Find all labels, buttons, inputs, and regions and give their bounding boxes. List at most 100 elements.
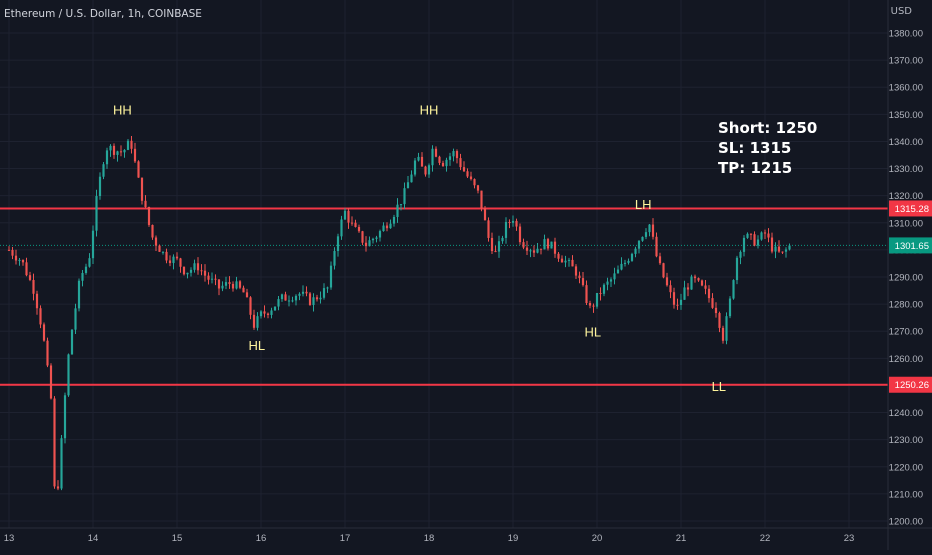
price-tick-label: 1220.00 xyxy=(889,462,923,473)
date-tick-label: 22 xyxy=(760,533,771,544)
candle-body xyxy=(490,237,494,252)
candle-body xyxy=(378,231,382,238)
candle-body xyxy=(585,285,588,304)
candle-body xyxy=(410,174,413,183)
candle-body xyxy=(49,365,53,399)
candle-body xyxy=(294,295,298,301)
candle-body xyxy=(319,297,322,300)
candle-body xyxy=(361,231,364,243)
candle-body xyxy=(672,292,676,305)
candle-body xyxy=(287,300,291,302)
candle-body xyxy=(707,288,711,299)
candle-body xyxy=(298,293,301,296)
price-tick-label: 1280.00 xyxy=(889,300,923,311)
candle-body xyxy=(242,287,245,293)
candle-body xyxy=(235,281,238,289)
candle-body xyxy=(704,285,707,289)
candle-body xyxy=(228,282,231,284)
candle-body xyxy=(364,242,368,247)
price-tick-label: 1290.00 xyxy=(889,273,923,284)
candle-body xyxy=(144,200,147,207)
candle-body xyxy=(189,269,193,273)
candle-body xyxy=(56,486,60,489)
candle-body xyxy=(147,206,151,225)
candle-body xyxy=(749,233,753,235)
candle-body xyxy=(60,438,63,489)
candle-body xyxy=(697,278,700,281)
price-tick-label: 1320.00 xyxy=(889,191,923,202)
price-axis: 1200.00 1210.00 1220.00 1230.00 1240.00 1250.… xyxy=(887,0,932,550)
candle-body xyxy=(284,294,287,301)
candle-body xyxy=(613,273,616,280)
take-profit-text: TP: 1215 xyxy=(718,159,793,177)
candle-body xyxy=(270,310,273,315)
date-tick-label: 16 xyxy=(256,533,267,544)
candle-body xyxy=(343,210,347,220)
candle-body xyxy=(599,292,602,294)
candle-body xyxy=(375,237,378,239)
candle-body xyxy=(389,223,392,229)
candle-body xyxy=(347,210,350,223)
candle-body xyxy=(774,246,777,252)
candle-body xyxy=(21,259,25,263)
candle-body xyxy=(263,311,266,314)
candle-body xyxy=(179,258,182,267)
candle-body xyxy=(11,249,14,256)
candle-body xyxy=(469,176,473,180)
currency-label: USD xyxy=(890,6,912,17)
candle-body xyxy=(238,281,242,288)
candle-body xyxy=(735,257,739,281)
candle-body xyxy=(392,217,396,224)
candle-body xyxy=(557,253,560,259)
candle-body xyxy=(165,251,168,261)
candle-body xyxy=(357,226,361,232)
price-tick-label: 1210.00 xyxy=(889,489,923,500)
candle-body xyxy=(728,298,732,317)
candle-body xyxy=(655,236,658,257)
key-level-label: 1250.26 xyxy=(895,380,929,391)
candle-body xyxy=(462,167,466,172)
candle-body xyxy=(581,278,585,286)
candle-body xyxy=(385,225,389,229)
candle-body xyxy=(399,204,403,206)
price-tick-label: 1340.00 xyxy=(889,137,923,148)
candle-body xyxy=(571,259,574,267)
candle-body xyxy=(403,188,406,205)
candle-body xyxy=(595,292,599,307)
candle-body xyxy=(333,250,336,266)
candle-body xyxy=(133,148,137,162)
candle-body xyxy=(473,179,476,186)
candle-body xyxy=(518,226,522,243)
candle-body xyxy=(35,293,39,309)
candle-body xyxy=(196,263,200,271)
candle-body xyxy=(721,327,725,341)
price-tick-label: 1370.00 xyxy=(889,56,923,67)
candle-body xyxy=(280,294,284,300)
candle-body xyxy=(256,316,259,328)
candle-body xyxy=(39,308,42,325)
candle-body xyxy=(109,145,112,151)
candle-body xyxy=(466,171,469,177)
candle-body xyxy=(623,262,627,264)
candle-body xyxy=(116,151,119,155)
price-tick-label: 1330.00 xyxy=(889,164,923,175)
candle-body xyxy=(714,307,718,314)
candle-body xyxy=(53,398,56,487)
candle-body xyxy=(648,224,651,233)
candle-body xyxy=(508,221,511,223)
candle-body xyxy=(732,280,735,299)
candle-body xyxy=(725,316,728,341)
candle-body xyxy=(308,293,312,305)
candle-body xyxy=(627,260,630,263)
candle-body xyxy=(665,277,669,286)
price-tick-label: 1200.00 xyxy=(889,517,923,528)
candle-body xyxy=(693,276,697,279)
candle-body xyxy=(340,219,343,237)
candle-body xyxy=(42,324,46,341)
candle-body xyxy=(525,247,529,251)
candle-body xyxy=(130,140,133,149)
candle-body xyxy=(326,287,329,289)
